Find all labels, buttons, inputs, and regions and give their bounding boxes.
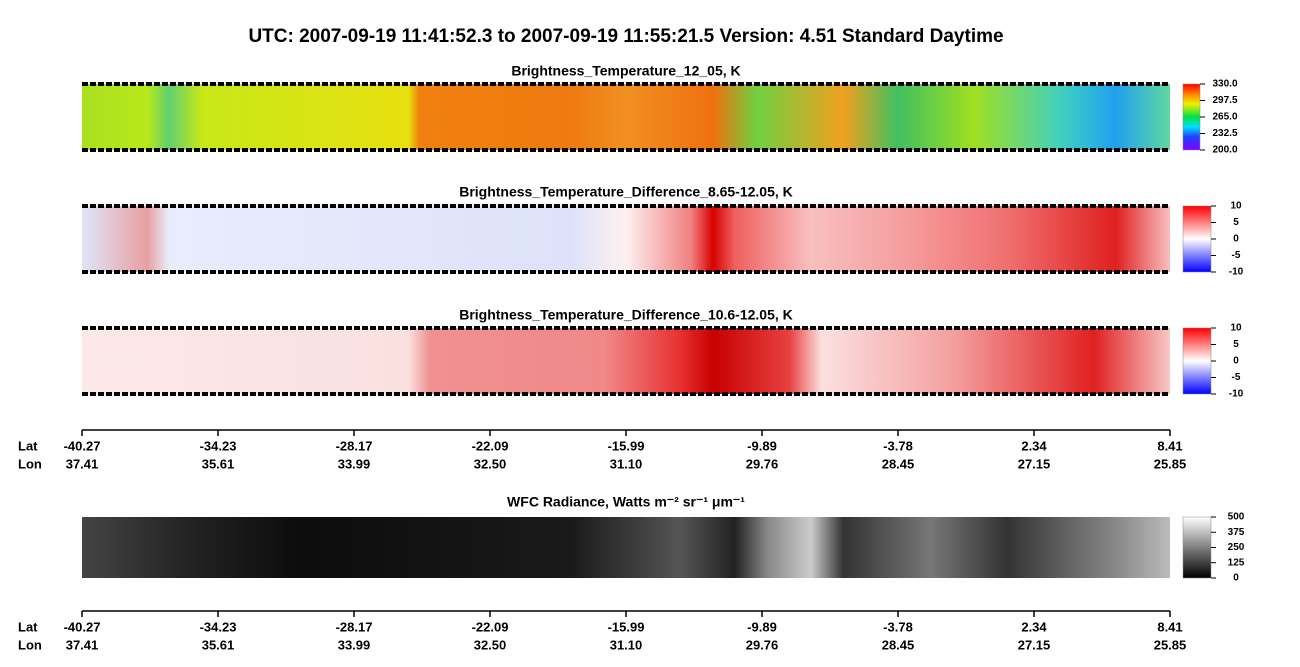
lon-value: 33.99	[338, 637, 371, 652]
lon-value: 27.15	[1018, 456, 1051, 471]
lat-value: -9.89	[747, 619, 777, 634]
colorbar-tick-label: 250	[1228, 542, 1245, 553]
lat-value: -15.99	[608, 438, 645, 453]
lat-value: -40.27	[64, 438, 101, 453]
lon-value: 37.41	[66, 456, 99, 471]
colorbar-tick-label: -5	[1232, 372, 1241, 383]
colorbar	[1182, 327, 1212, 395]
colorbar-tick-label: 5	[1233, 339, 1239, 350]
colorbar-tick-label: 0	[1233, 234, 1239, 245]
lon-value: 33.99	[338, 456, 371, 471]
lat-value: -3.78	[883, 438, 913, 453]
page-title: UTC: 2007-09-19 11:41:52.3 to 2007-09-19…	[248, 26, 1003, 47]
lat-value: -22.09	[472, 438, 509, 453]
swath-image	[82, 517, 1170, 578]
lon-value: 31.10	[610, 637, 643, 652]
colorbar-tick-label: 0	[1233, 573, 1239, 584]
lat-label: Lat	[18, 619, 38, 634]
lon-value: 25.85	[1154, 456, 1187, 471]
lat-value: -34.23	[200, 619, 237, 634]
colorbar-tick-label: 125	[1228, 557, 1245, 568]
colorbar-tick-label: 330.0	[1212, 79, 1237, 90]
colorbar-tick-label: 0	[1233, 356, 1239, 367]
colorbar-tick-label: 265.0	[1212, 112, 1237, 123]
colorbar-tick-label: -5	[1232, 250, 1241, 261]
panel-title: Brightness_Temperature_12_05, K	[511, 63, 740, 79]
lon-value: 29.76	[746, 637, 779, 652]
lon-value: 28.45	[882, 637, 915, 652]
lon-value: 31.10	[610, 456, 643, 471]
colorbar-tick-label: 200.0	[1212, 145, 1237, 156]
lat-value: -15.99	[608, 619, 645, 634]
colorbar-tick-label: 232.5	[1212, 128, 1237, 139]
colorbar-tick-label: -10	[1229, 389, 1244, 400]
lat-value: 8.41	[1157, 619, 1182, 634]
panel-title: Brightness_Temperature_Difference_8.65-1…	[459, 184, 793, 200]
lon-value: 35.61	[202, 637, 235, 652]
colorbar-tick-label: 5	[1233, 217, 1239, 228]
colorbar	[1182, 205, 1212, 273]
colorbar	[1182, 83, 1201, 151]
lon-value: 27.15	[1018, 637, 1051, 652]
lat-value: 2.34	[1021, 438, 1047, 453]
lon-value: 29.76	[746, 456, 779, 471]
lat-value: 8.41	[1157, 438, 1182, 453]
lon-label: Lon	[18, 456, 42, 471]
lat-value: -28.17	[336, 438, 373, 453]
lon-value: 37.41	[66, 637, 99, 652]
lat-value: -3.78	[883, 619, 913, 634]
lat-value: 2.34	[1021, 619, 1047, 634]
lon-value: 32.50	[474, 456, 507, 471]
colorbar-tick-label: -10	[1229, 267, 1244, 278]
lon-value: 28.45	[882, 456, 915, 471]
lat-value: -28.17	[336, 619, 373, 634]
lat-label: Lat	[18, 438, 38, 453]
colorbar-tick-label: 10	[1230, 323, 1242, 334]
lat-value: -40.27	[64, 619, 101, 634]
lat-value: -34.23	[200, 438, 237, 453]
lat-value: -22.09	[472, 619, 509, 634]
swath-image	[82, 84, 1170, 150]
swath-image	[82, 328, 1170, 394]
lon-value: 32.50	[474, 637, 507, 652]
lat-value: -9.89	[747, 438, 777, 453]
panel-title: WFC Radiance, Watts m⁻² sr⁻¹ μm⁻¹	[507, 494, 745, 510]
colorbar-tick-label: 297.5	[1212, 95, 1237, 106]
lon-value: 35.61	[202, 456, 235, 471]
lon-value: 25.85	[1154, 637, 1187, 652]
colorbar-tick-label: 500	[1228, 512, 1245, 523]
panel-title: Brightness_Temperature_Difference_10.6-1…	[459, 307, 793, 323]
lon-label: Lon	[18, 637, 42, 652]
swath-image	[82, 206, 1170, 272]
colorbar-tick-label: 375	[1228, 527, 1245, 538]
colorbar	[1182, 516, 1212, 579]
colorbar-tick-label: 10	[1230, 201, 1242, 212]
